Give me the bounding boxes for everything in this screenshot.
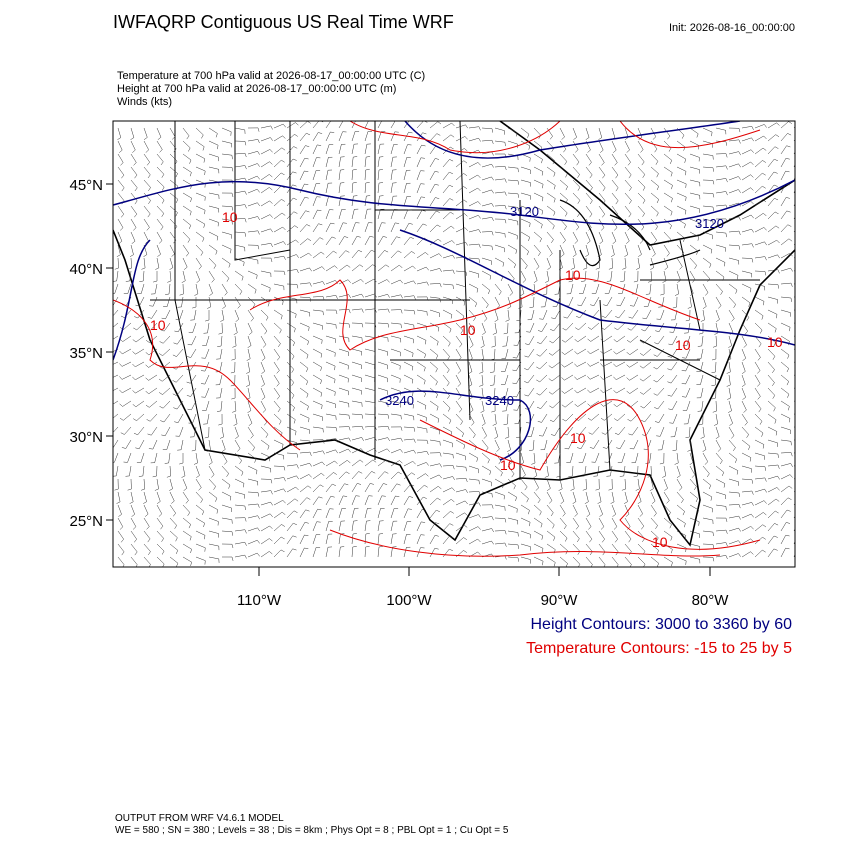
state-lines <box>150 121 760 480</box>
temperature-contour-label: 10 <box>150 317 166 333</box>
height-contour <box>113 179 795 226</box>
lon-label: 80°W <box>692 592 730 609</box>
temperature-contour-label: 10 <box>570 430 586 446</box>
title: IWFAQRP Contiguous US Real Time WRF <box>113 12 454 32</box>
temperature-contour-label: 10 <box>652 534 668 550</box>
height-legend: Height Contours: 3000 to 3360 by 60 <box>530 616 792 633</box>
temperature-contour-label: 10 <box>222 209 238 225</box>
temperature-contour <box>249 277 701 351</box>
lon-label: 90°W <box>541 592 579 609</box>
height-contour <box>404 121 741 159</box>
temperature-contour <box>113 299 301 451</box>
temperature-contour-label: 10 <box>565 267 581 283</box>
lat-label: 45°N <box>69 177 103 194</box>
map-frame <box>112 120 796 568</box>
height-contour-label: 3120 <box>695 216 724 231</box>
field-line: Temperature at 700 hPa valid at 2026-08-… <box>117 70 425 82</box>
temperature-legend: Temperature Contours: -15 to 25 by 5 <box>526 640 792 657</box>
lat-label: 40°N <box>69 261 103 278</box>
init-time: Init: 2026-08-16_00:00:00 <box>669 22 795 34</box>
footer-model: OUTPUT FROM WRF V4.6.1 MODEL <box>115 813 284 824</box>
lat-label: 25°N <box>69 513 103 530</box>
wind-barb <box>113 121 795 567</box>
height-contour <box>399 229 795 346</box>
field-line: Height at 700 hPa valid at 2026-08-17_00… <box>117 83 396 95</box>
wind-barbs <box>113 121 795 567</box>
lat-label: 35°N <box>69 345 103 362</box>
height-contour <box>113 239 531 461</box>
temperature-contour <box>419 399 761 550</box>
height-contours <box>113 121 795 461</box>
map: 3120 3120 3240 3240 10 10 10 10 10 10 10… <box>113 121 795 567</box>
height-contour-label: 3240 <box>485 393 514 408</box>
temperature-contour <box>349 121 761 154</box>
lakes <box>559 199 701 267</box>
field-line: Winds (kts) <box>117 96 172 108</box>
lon-label: 110°W <box>237 592 282 609</box>
temperature-contour-label: 10 <box>675 337 691 353</box>
lon-label: 100°W <box>386 592 432 609</box>
footer-settings: WE = 580 ; SN = 380 ; Levels = 38 ; Dis … <box>115 825 509 836</box>
height-contour-label: 3120 <box>510 204 539 219</box>
temperature-contour-label: 10 <box>460 322 476 338</box>
temperature-contour-label: 10 <box>500 457 516 473</box>
height-contour-label: 3240 <box>385 393 414 408</box>
temperature-contour <box>329 529 721 557</box>
temperature-contour-label: 10 <box>767 334 783 350</box>
temperature-contours <box>113 121 761 557</box>
lat-label: 30°N <box>69 429 103 446</box>
country-outline <box>113 121 795 547</box>
